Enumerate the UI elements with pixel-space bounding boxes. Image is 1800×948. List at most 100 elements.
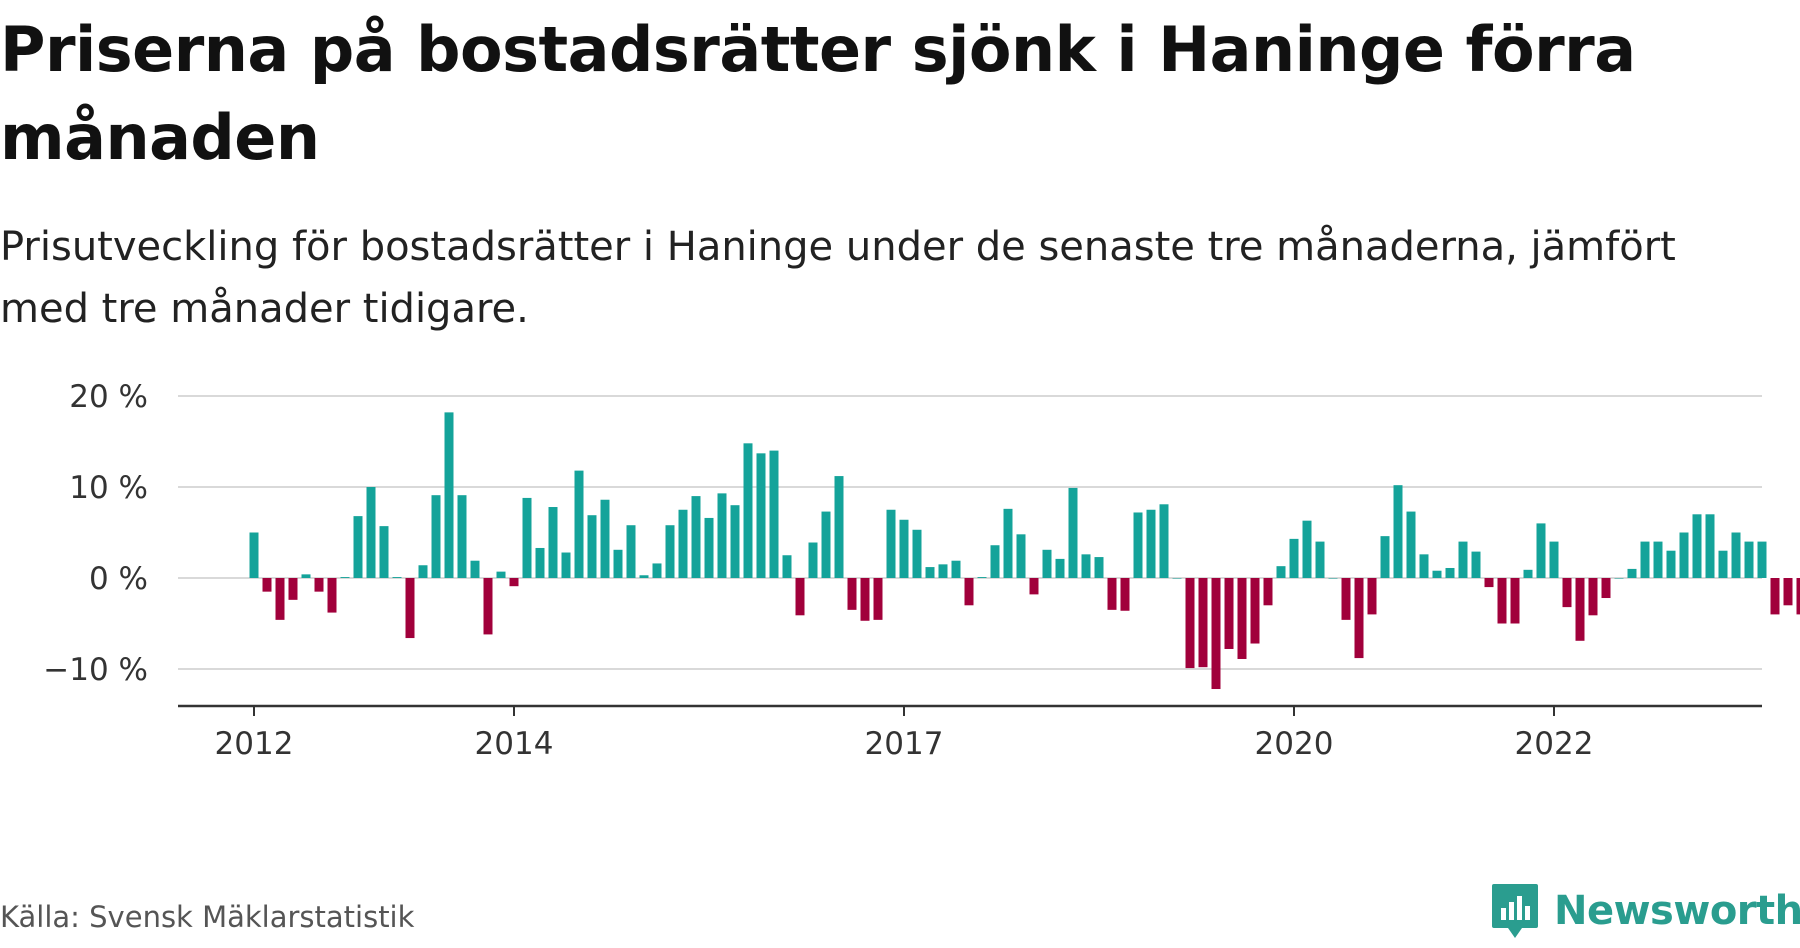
bar bbox=[1653, 541, 1663, 578]
bar bbox=[1029, 578, 1039, 595]
gridlines bbox=[178, 395, 1762, 670]
bar bbox=[808, 542, 818, 578]
bar bbox=[1536, 523, 1546, 578]
chart-subtitle: Prisutveckling för bostadsrätter i Hanin… bbox=[0, 224, 1676, 332]
bar bbox=[1523, 569, 1533, 578]
y-tick-label: −10 % bbox=[43, 652, 148, 688]
bar bbox=[1614, 578, 1624, 579]
bar bbox=[1783, 578, 1793, 606]
bar bbox=[457, 495, 467, 578]
bar bbox=[717, 493, 727, 578]
bar bbox=[366, 487, 376, 578]
bar bbox=[574, 470, 584, 578]
bar bbox=[327, 578, 337, 613]
bar bbox=[769, 450, 779, 578]
bar bbox=[301, 574, 311, 578]
x-tick-label: 2012 bbox=[215, 726, 294, 762]
x-tick-label: 2020 bbox=[1255, 726, 1334, 762]
bar bbox=[600, 499, 610, 578]
bar bbox=[613, 549, 623, 578]
bar bbox=[1757, 541, 1767, 578]
y-axis-ticks: 20 % 10 % 0 % −10 % bbox=[43, 379, 148, 688]
bar bbox=[1497, 578, 1507, 624]
bar bbox=[821, 511, 831, 578]
bar bbox=[1679, 532, 1689, 578]
x-axis: 2012 2014 2017 2020 2022 bbox=[178, 704, 1762, 762]
bar bbox=[730, 505, 740, 578]
bar bbox=[886, 509, 896, 578]
bar bbox=[1419, 554, 1429, 578]
bar bbox=[1237, 578, 1247, 659]
bar bbox=[509, 578, 519, 587]
bar bbox=[1276, 566, 1286, 578]
bar bbox=[1341, 578, 1351, 620]
bar bbox=[847, 578, 857, 610]
bar bbox=[1081, 554, 1091, 578]
x-tick-label: 2017 bbox=[865, 726, 944, 762]
bar bbox=[1042, 549, 1052, 578]
bar bbox=[964, 578, 974, 606]
bar bbox=[275, 578, 285, 620]
bar bbox=[314, 578, 324, 592]
bar bbox=[548, 507, 558, 578]
bar bbox=[1692, 514, 1702, 578]
bar bbox=[535, 547, 545, 578]
bar bbox=[678, 509, 688, 578]
bar-chart: 20 % 10 % 0 % −10 % 2012 2014 2017 2020 2022 −1… bbox=[43, 379, 1800, 762]
newsworthy-logo-icon bbox=[1492, 884, 1538, 938]
bar bbox=[691, 496, 701, 578]
brand-name: Newsworthy bbox=[1554, 888, 1800, 934]
y-tick-label: 20 % bbox=[69, 379, 148, 415]
bar bbox=[912, 529, 922, 578]
bar bbox=[418, 565, 428, 578]
bar bbox=[496, 571, 506, 578]
bar bbox=[1003, 508, 1013, 578]
bar bbox=[1263, 578, 1273, 606]
bar bbox=[587, 515, 597, 578]
bar bbox=[262, 578, 272, 592]
bar bbox=[1731, 532, 1741, 578]
bar bbox=[1068, 487, 1078, 578]
bar bbox=[1744, 541, 1754, 578]
bar bbox=[392, 577, 402, 578]
source-note: Källa: Svensk Mäklarstatistik bbox=[0, 900, 415, 934]
bar bbox=[951, 560, 961, 578]
bar bbox=[626, 525, 636, 578]
bar bbox=[340, 577, 350, 578]
y-tick-label: 0 % bbox=[89, 561, 148, 597]
bar bbox=[1120, 578, 1130, 611]
bar bbox=[249, 532, 259, 578]
bar bbox=[1406, 511, 1416, 578]
bar bbox=[431, 495, 441, 578]
bar bbox=[1055, 558, 1065, 578]
bar bbox=[873, 578, 883, 620]
bar bbox=[1666, 550, 1676, 578]
bar bbox=[1224, 578, 1234, 649]
chart-title: Priserna på bostadsrätter sjönk i Haning… bbox=[0, 13, 1636, 174]
bar bbox=[1250, 578, 1260, 644]
x-tick-label: 2014 bbox=[475, 726, 554, 762]
bar bbox=[1198, 578, 1208, 668]
bar bbox=[652, 563, 662, 578]
bar bbox=[1146, 509, 1156, 578]
bar bbox=[1445, 567, 1455, 578]
bar bbox=[1107, 578, 1117, 610]
bar bbox=[1315, 541, 1325, 578]
bar bbox=[1328, 578, 1338, 579]
bar bbox=[1289, 538, 1299, 578]
bar bbox=[1510, 578, 1520, 624]
bar bbox=[1588, 578, 1598, 616]
bar bbox=[1211, 578, 1221, 690]
bar bbox=[1172, 578, 1182, 579]
bar bbox=[1094, 557, 1104, 578]
bar bbox=[639, 575, 649, 578]
bar bbox=[1393, 485, 1403, 578]
bar bbox=[1302, 520, 1312, 578]
bar bbox=[561, 552, 571, 578]
newsworthy-logo: Newsworthy bbox=[1490, 882, 1800, 940]
bar bbox=[1367, 578, 1377, 615]
bar bbox=[860, 578, 870, 621]
bar bbox=[977, 577, 987, 578]
bar bbox=[1601, 578, 1611, 599]
bar bbox=[1016, 534, 1026, 578]
